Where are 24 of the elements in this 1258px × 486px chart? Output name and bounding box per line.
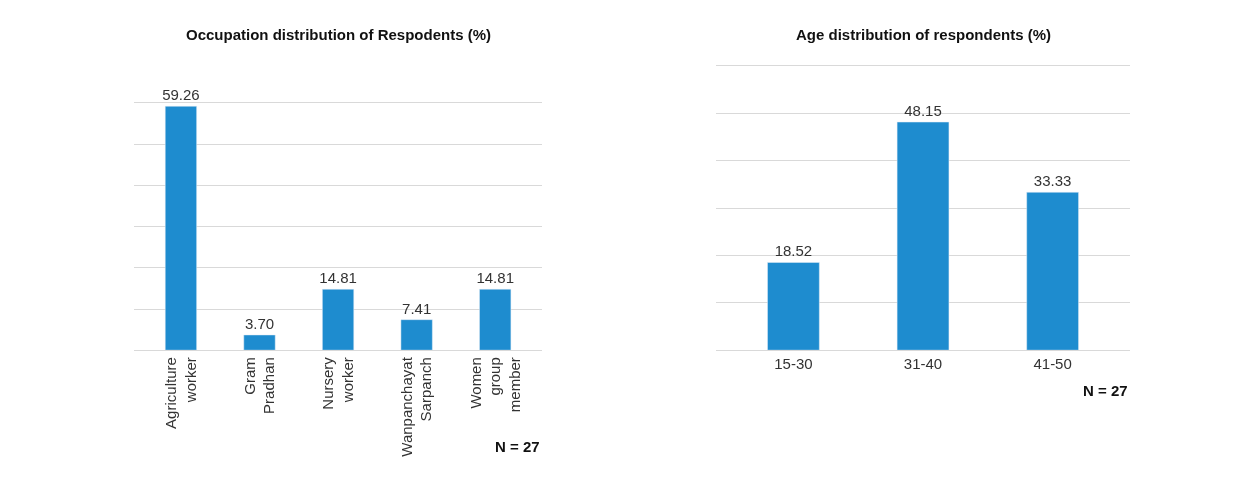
x-tick-label: 31-40	[903, 355, 943, 373]
data-label: 3.70	[244, 314, 275, 332]
x-tick-label: Women group member	[466, 357, 523, 413]
bar	[243, 334, 276, 351]
bar	[322, 288, 355, 351]
text: N = 27	[1083, 382, 1128, 399]
data-label: 14.81	[319, 269, 357, 287]
data-label: 48.15	[904, 102, 942, 120]
chart-title: Occupation distribution of Respodents (%)	[186, 26, 491, 43]
chart-title: Age distribution of respondents (%)	[796, 26, 1051, 43]
data-label: 14.81	[476, 269, 514, 287]
bar	[400, 319, 433, 351]
data-label: 59.26	[162, 86, 200, 104]
data-label: 33.33	[1033, 172, 1072, 190]
bar	[479, 288, 512, 351]
x-tick-label: 15-30	[774, 355, 813, 373]
data-label: 7.41	[402, 299, 432, 317]
x-tick-label: Nursery worker	[319, 356, 356, 410]
bar	[164, 106, 197, 351]
data-label: 18.52	[774, 242, 813, 260]
x-tick-label: Agriculture worker	[162, 357, 199, 429]
x-tick-label: Gram Pradhan	[240, 357, 278, 414]
text: N = 27	[495, 438, 540, 455]
x-tick-label: 41-50	[1033, 355, 1072, 373]
